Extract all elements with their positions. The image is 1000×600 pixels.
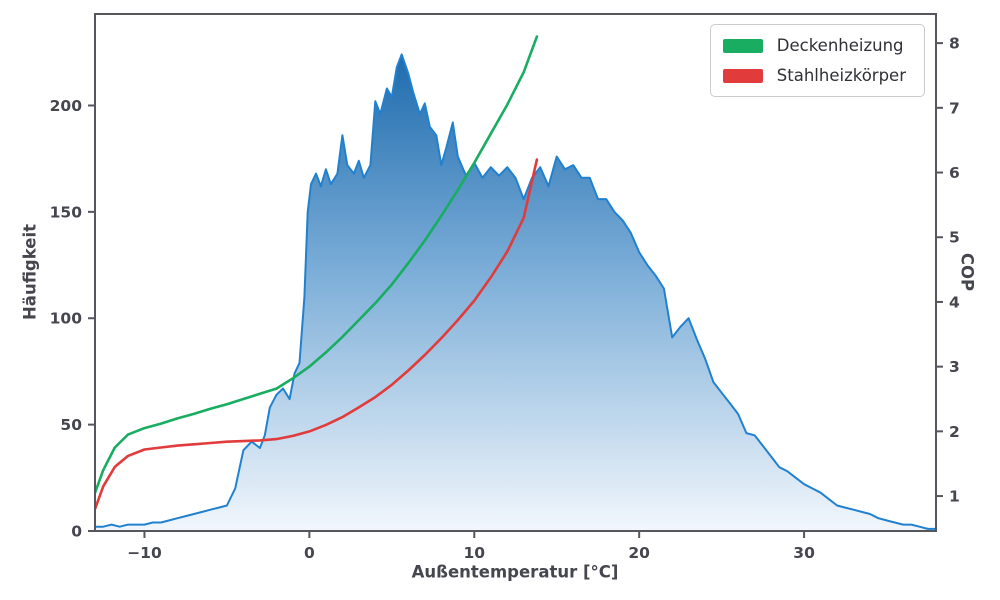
histogram-outline <box>95 53 936 530</box>
x-axis-ticks: −10 0 10 20 30 <box>127 531 815 562</box>
x-axis-label: Außentemperatur [°C] <box>411 562 619 582</box>
cop-line-deckenheizung <box>95 35 539 495</box>
y-right-tick-label: 8 <box>949 35 960 53</box>
axes-spines <box>94 13 937 532</box>
y-left-ticks: 0 50 100 150 200 <box>50 97 95 541</box>
y-right-tick-label: 5 <box>949 229 960 247</box>
y-left-tick-label: 100 <box>50 310 83 328</box>
y-left-tick-label: 200 <box>50 97 83 115</box>
x-tick-label: 30 <box>793 544 815 562</box>
y-left-tick-label: 150 <box>50 203 83 221</box>
y-right-tick-label: 2 <box>949 423 960 441</box>
y-axis-label-left: Häufigkeit <box>20 224 40 320</box>
y-right-tick-label: 1 <box>949 488 960 506</box>
legend-entry-deckenheizung: Deckenheizung <box>722 36 906 55</box>
x-tick-label: 0 <box>304 544 315 562</box>
histogram-area <box>95 54 936 531</box>
x-tick-label: −10 <box>127 544 162 562</box>
y-right-tick-label: 7 <box>949 99 960 117</box>
legend-swatch-deckenheizung <box>722 38 763 53</box>
y-right-tick-label: 3 <box>949 358 960 376</box>
legend-label-stahlheizkoerper: Stahlheizkörper <box>776 66 906 85</box>
legend-swatch-stahlheizkoerper <box>722 68 763 83</box>
x-tick-label: 20 <box>628 544 650 562</box>
legend: Deckenheizung Stahlheizkörper <box>709 24 925 97</box>
y-right-tick-label: 4 <box>949 293 960 311</box>
y-left-tick-label: 0 <box>71 523 82 541</box>
y-right-tick-label: 6 <box>949 164 960 182</box>
x-tick-label: 10 <box>463 544 485 562</box>
legend-label-deckenheizung: Deckenheizung <box>776 36 904 55</box>
cop-line-stahlheizkoerper <box>95 158 539 511</box>
y-right-ticks: 1 2 3 4 5 6 7 8 <box>936 35 960 506</box>
y-axis-label-right: COP <box>957 252 977 292</box>
legend-entry-stahlheizkoerper: Stahlheizkörper <box>722 66 906 85</box>
y-left-tick-label: 50 <box>60 416 82 434</box>
